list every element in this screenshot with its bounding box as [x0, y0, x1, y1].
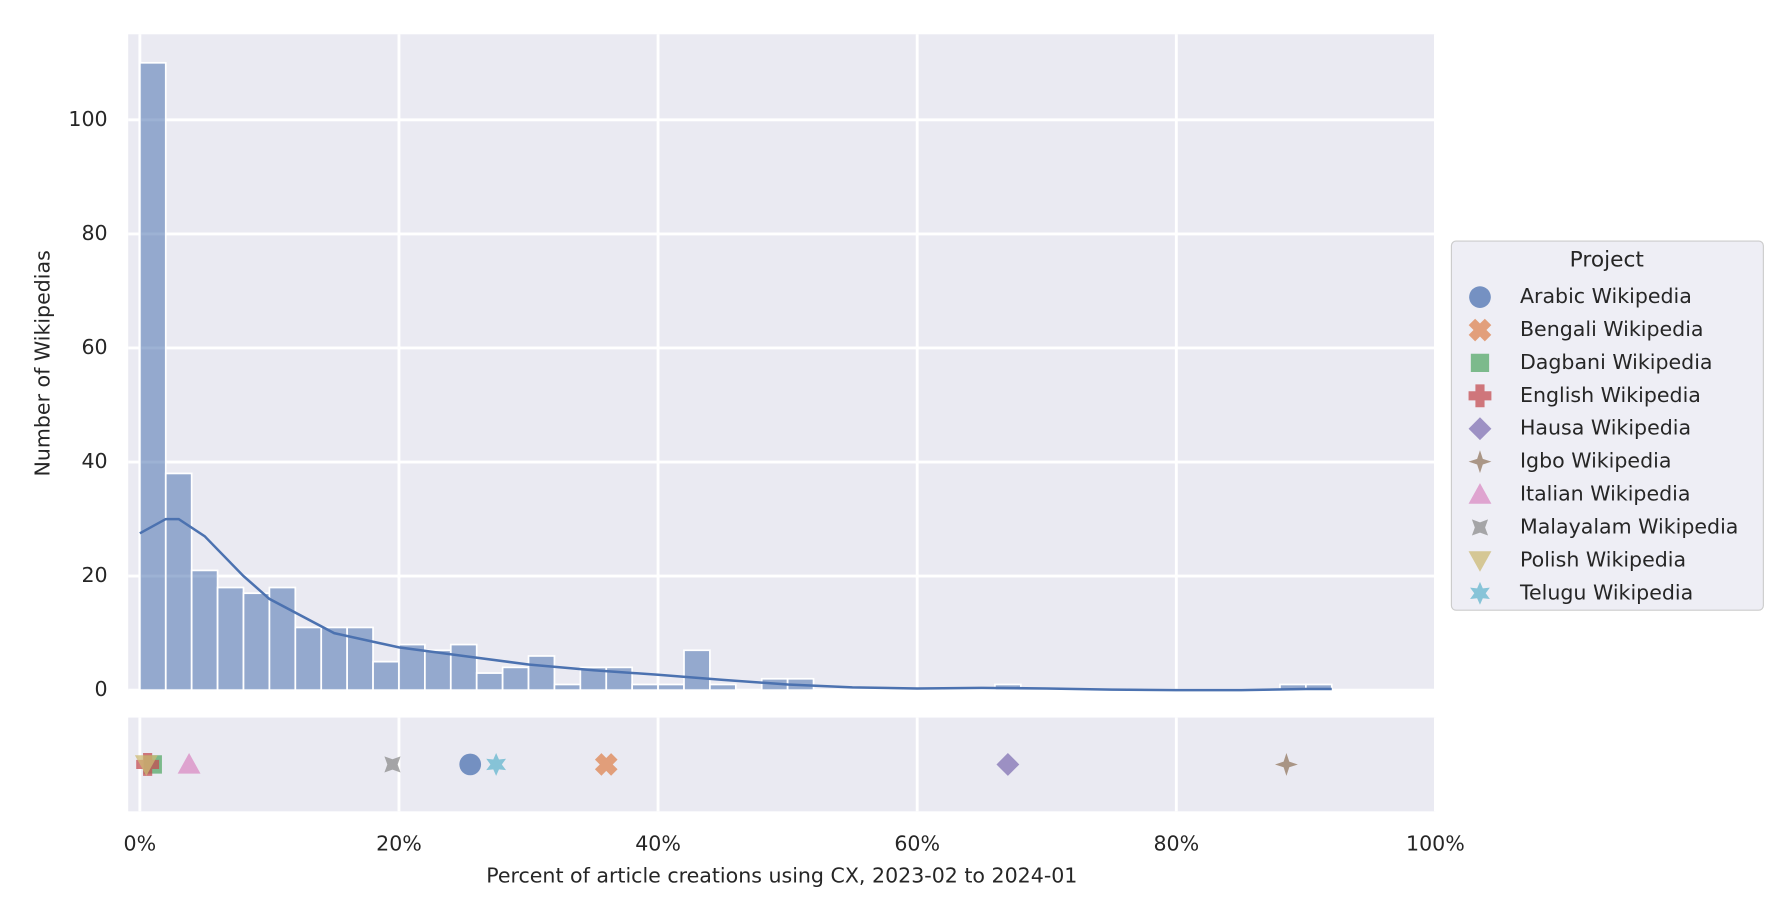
- x-axis-label: Percent of article creations using CX, 2…: [486, 863, 1077, 887]
- bar: [320, 626, 348, 692]
- legend-marker: [1471, 519, 1489, 536]
- bar: [216, 586, 245, 692]
- legend-marker: [1470, 353, 1490, 373]
- bar: [138, 61, 167, 692]
- y-tick-label: 40: [81, 449, 107, 473]
- legend-marker: [1469, 286, 1491, 308]
- plot-area: [128, 34, 1436, 691]
- point: [996, 753, 1020, 776]
- x-tick-label: 60%: [894, 831, 940, 855]
- point: [177, 753, 201, 774]
- y-tick-label: 100: [68, 107, 107, 131]
- legend-label: Igbo Wikipedia: [1520, 449, 1671, 473]
- legend-label: Malayalam Wikipedia: [1520, 514, 1738, 538]
- legend-marker: [1468, 318, 1492, 342]
- bar: [449, 643, 478, 692]
- legend-marker: [1468, 551, 1492, 572]
- y-tick-label: 0: [95, 677, 108, 701]
- bar: [657, 683, 685, 692]
- bar: [164, 472, 193, 692]
- y-tick-label: 20: [81, 563, 107, 587]
- bar: [475, 672, 504, 692]
- legend-label: Bengali Wikipedia: [1520, 317, 1704, 341]
- legend-title: Project: [1570, 248, 1644, 273]
- legend-label: Arabic Wikipedia: [1520, 284, 1692, 308]
- bar: [372, 660, 400, 692]
- bar: [527, 655, 556, 692]
- legend-label: Hausa Wikipedia: [1520, 416, 1691, 440]
- legend-marker: [1470, 581, 1490, 605]
- bar: [424, 649, 452, 692]
- bar: [553, 683, 582, 692]
- y-tick-label: 80: [81, 221, 107, 245]
- point: [594, 753, 618, 776]
- strip-area: [128, 717, 1436, 812]
- x-tick-label: 20%: [376, 831, 422, 855]
- legend-box: [1450, 240, 1764, 611]
- point: [1274, 753, 1298, 776]
- legend-label: Dagbani Wikipedia: [1520, 350, 1713, 374]
- bar: [709, 683, 737, 692]
- legend-marker: [1468, 483, 1492, 504]
- x-tick-label: 40%: [635, 831, 681, 855]
- bar: [242, 592, 271, 692]
- legend-marker: [1468, 384, 1492, 408]
- bar: [294, 626, 323, 692]
- kde-line: [139, 517, 1332, 692]
- point: [486, 753, 507, 776]
- legend-marker: [1468, 450, 1492, 474]
- legend-label: Polish Wikipedia: [1520, 547, 1686, 571]
- y-axis-label: Number of Wikipedias: [31, 250, 55, 476]
- x-tick-label: 80%: [1153, 831, 1199, 855]
- point: [384, 756, 401, 773]
- y-tick-label: 60: [81, 335, 107, 359]
- x-tick-label: 100%: [1406, 831, 1465, 855]
- point: [459, 753, 482, 776]
- bar: [268, 586, 297, 692]
- legend-label: Italian Wikipedia: [1520, 482, 1690, 506]
- bar: [501, 666, 530, 692]
- x-tick-label: 0%: [124, 831, 157, 855]
- bar: [190, 569, 219, 692]
- legend-label: Telugu Wikipedia: [1519, 580, 1693, 604]
- bar: [683, 649, 711, 692]
- bar: [631, 683, 659, 692]
- legend-label: English Wikipedia: [1520, 383, 1701, 407]
- point: [134, 755, 158, 776]
